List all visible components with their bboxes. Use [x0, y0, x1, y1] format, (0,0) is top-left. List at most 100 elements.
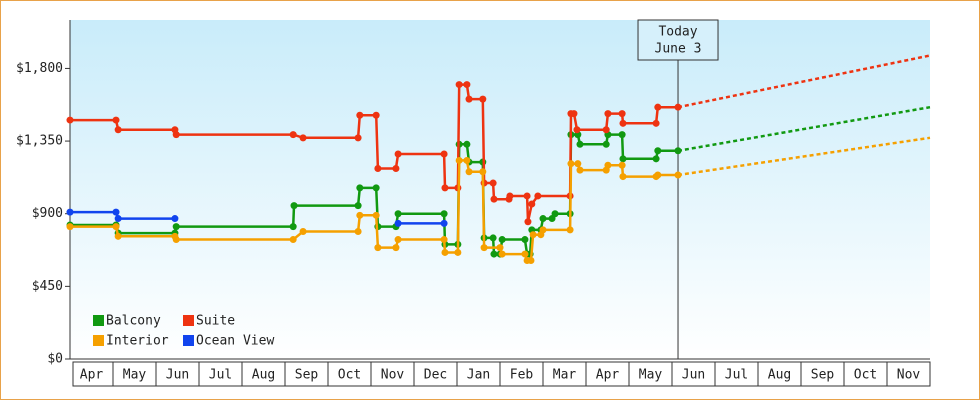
point [356, 184, 364, 192]
point [394, 150, 402, 158]
x-tick-label: Jul [209, 368, 232, 383]
point [567, 160, 575, 168]
point [440, 150, 448, 158]
legend-label: Suite [196, 314, 235, 329]
point [524, 218, 532, 226]
point [498, 250, 506, 258]
point [602, 140, 610, 148]
point [114, 232, 122, 240]
point [440, 219, 448, 227]
x-tick-label: Mar [553, 368, 577, 383]
point [172, 131, 180, 139]
point [527, 257, 535, 265]
point [356, 111, 364, 119]
point [392, 165, 400, 173]
point [529, 231, 537, 239]
point [551, 210, 559, 218]
today-label: Today [658, 25, 697, 40]
point [573, 126, 581, 134]
x-tick-label: Sep [811, 368, 835, 383]
point [289, 236, 297, 244]
point [354, 134, 362, 142]
point [289, 223, 297, 231]
point [372, 184, 380, 192]
point [498, 236, 506, 244]
point [618, 131, 626, 139]
point [465, 95, 473, 103]
point [523, 192, 531, 200]
point [299, 227, 307, 235]
point [652, 119, 660, 127]
y-tick-label: $900 [32, 206, 63, 221]
point [392, 244, 400, 252]
point [394, 236, 402, 244]
point [506, 192, 514, 200]
x-tick-label: Aug [252, 368, 275, 383]
point [455, 156, 463, 164]
point [570, 110, 578, 118]
point [290, 202, 298, 210]
point [354, 227, 362, 235]
series-line [70, 159, 678, 262]
forecast-line [677, 105, 931, 153]
legend-swatch [183, 315, 194, 326]
y-tick-label: $450 [32, 279, 63, 294]
x-tick-label: Jan [467, 368, 490, 383]
x-tick-label: Jun [166, 368, 189, 383]
point [654, 171, 662, 179]
point [654, 147, 662, 155]
point [479, 168, 487, 176]
point [654, 103, 662, 111]
point [354, 202, 362, 210]
point [440, 236, 448, 244]
point [372, 111, 380, 119]
point [441, 248, 449, 256]
point [539, 215, 547, 223]
point [604, 110, 612, 118]
y-tick-label: $1,800 [16, 61, 63, 76]
point [112, 208, 120, 216]
point [490, 195, 498, 203]
point [566, 226, 574, 234]
today-label: June 3 [655, 42, 702, 57]
point [479, 95, 487, 103]
forecast-line [677, 54, 931, 109]
point [576, 166, 584, 174]
point [490, 250, 498, 258]
point [528, 200, 536, 208]
point [463, 81, 471, 89]
point [618, 110, 626, 118]
x-tick-label: Nov [897, 368, 921, 383]
point [463, 156, 471, 164]
plot-area [70, 20, 930, 359]
point [289, 131, 297, 139]
point [374, 244, 382, 252]
point [521, 250, 529, 258]
point [172, 223, 180, 231]
point [574, 160, 582, 168]
point [480, 244, 488, 252]
point [112, 223, 120, 231]
forecast-line [677, 136, 931, 177]
point [619, 155, 627, 163]
point [66, 116, 74, 124]
point [171, 215, 179, 223]
point [652, 155, 660, 163]
point [619, 119, 627, 127]
x-tick-label: Nov [381, 368, 405, 383]
legend-label: Ocean View [196, 334, 274, 349]
x-tick-label: Apr [596, 368, 620, 383]
x-tick-label: Apr [80, 368, 104, 383]
point [534, 192, 542, 200]
point [539, 226, 547, 234]
point [66, 208, 74, 216]
y-tick-label: $0 [47, 352, 63, 367]
point [172, 236, 180, 244]
x-tick-label: Dec [424, 368, 447, 383]
point [674, 103, 682, 111]
point [112, 116, 120, 124]
point [394, 210, 402, 218]
point [463, 140, 471, 148]
